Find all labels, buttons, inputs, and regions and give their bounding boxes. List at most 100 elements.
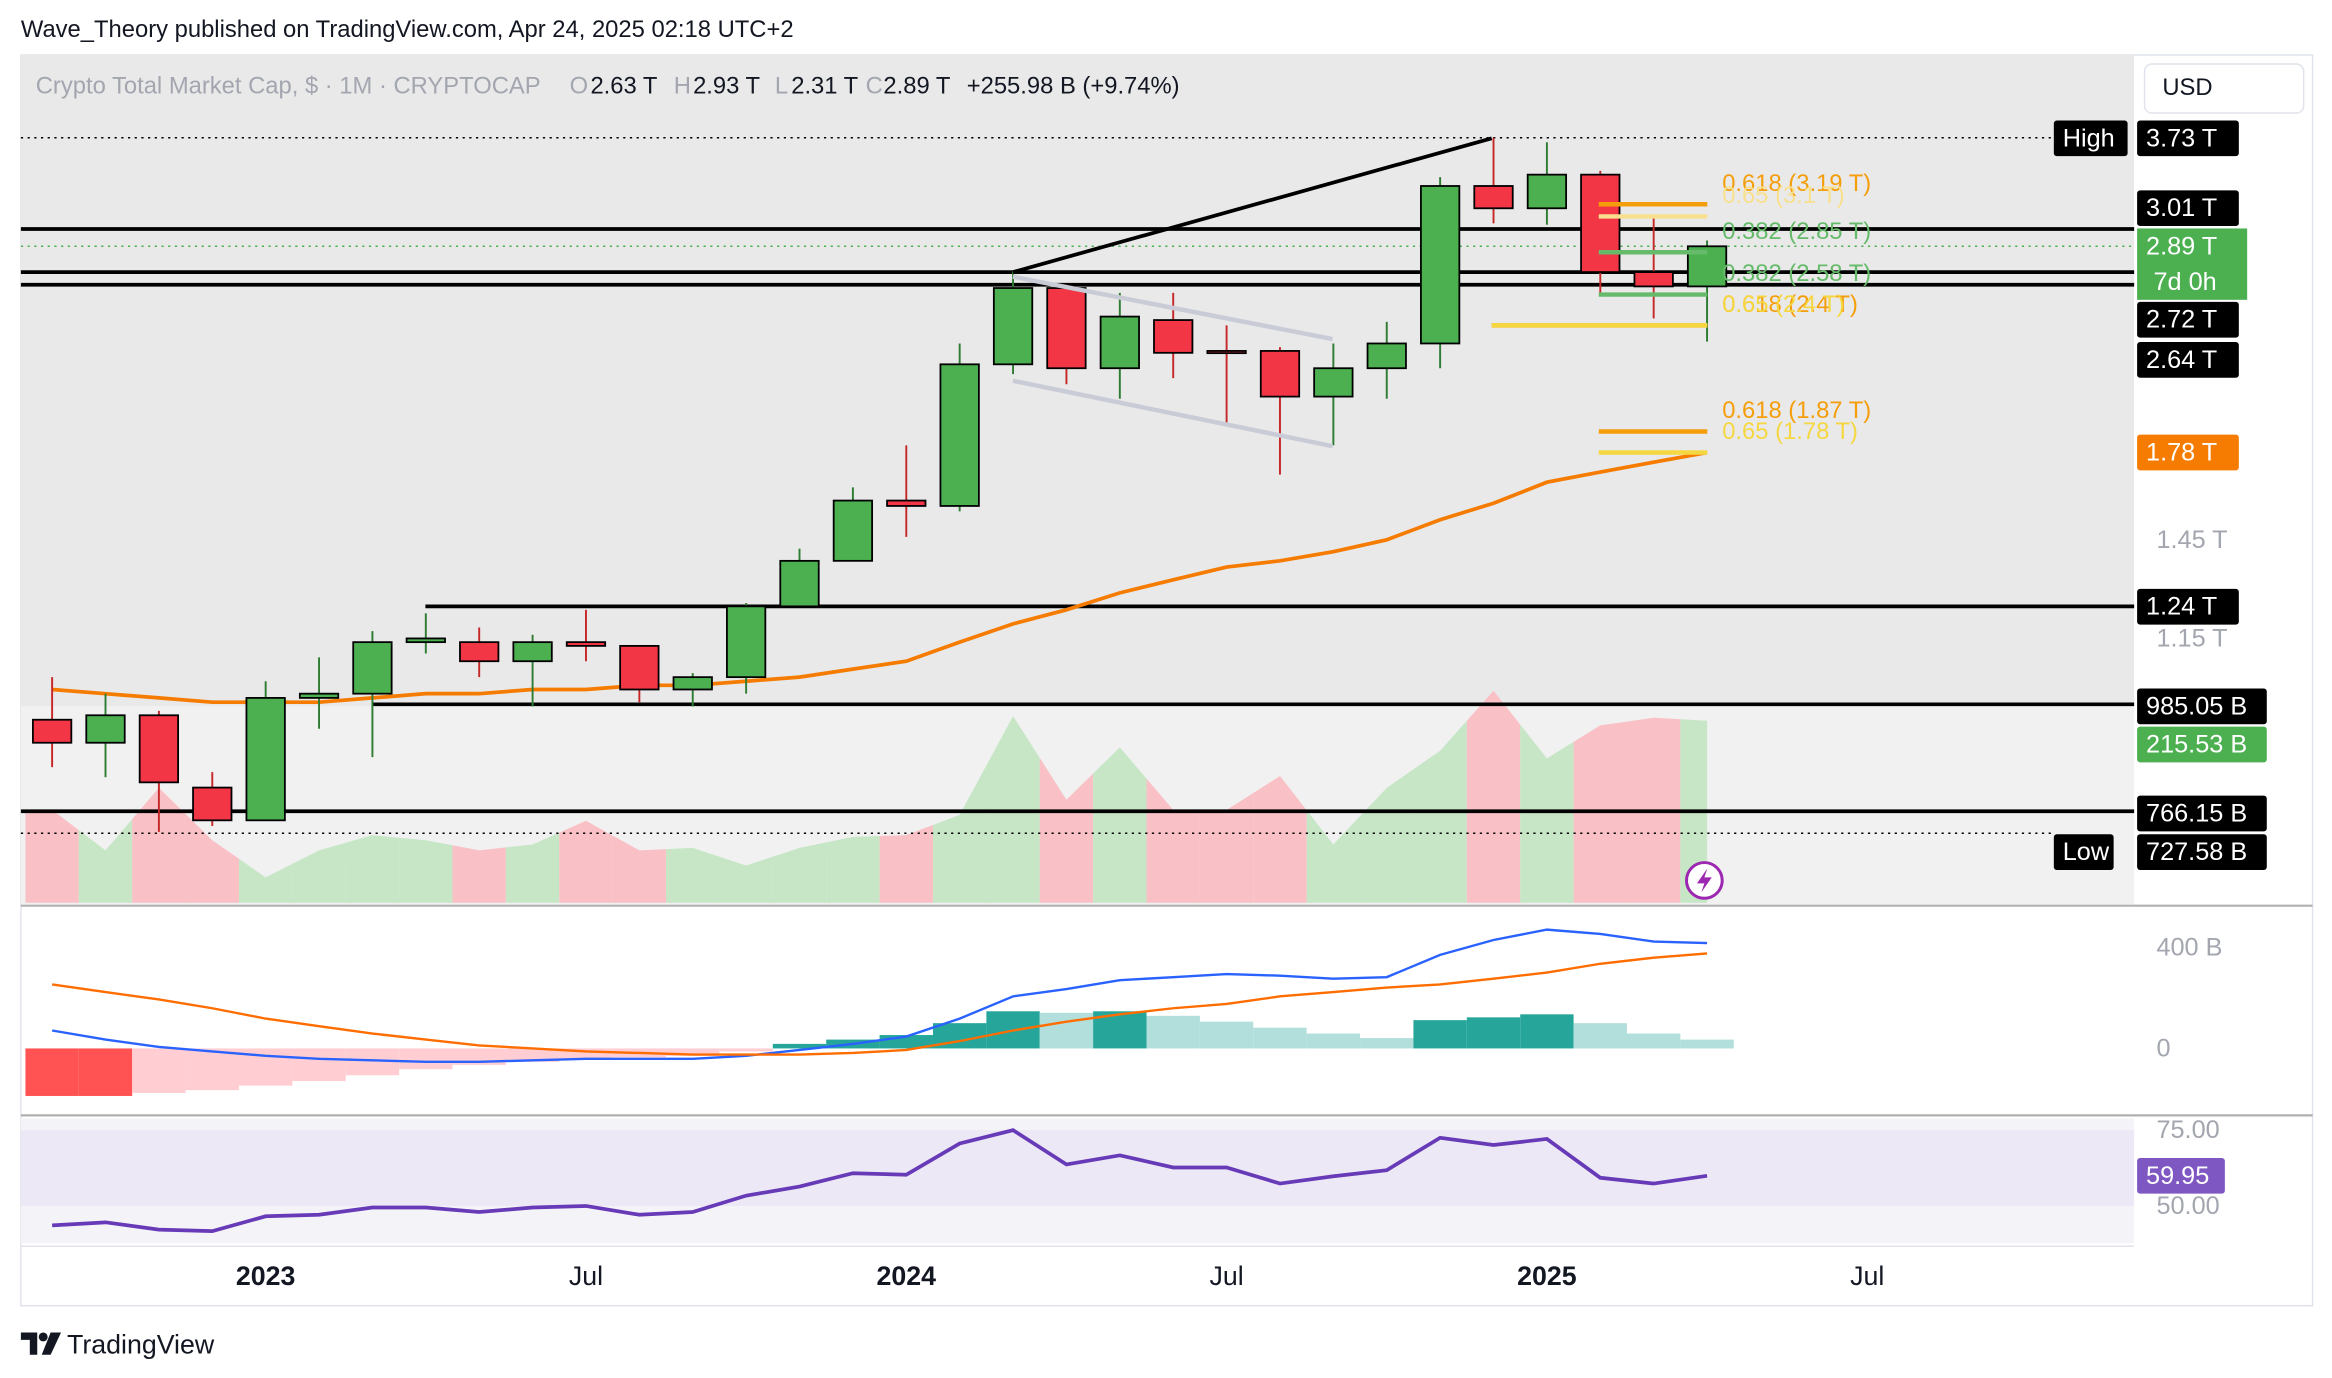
volume-area	[132, 787, 186, 903]
macd-histogram-bar	[1146, 1015, 1200, 1049]
level-name-tag: Low	[2063, 838, 2110, 866]
level-tag: 766.15 B	[2146, 799, 2247, 827]
alert-icon[interactable]	[1685, 861, 1724, 900]
candle-body	[726, 605, 767, 679]
ema-line	[51, 450, 1708, 705]
volume-area	[932, 765, 987, 903]
candle-body	[352, 641, 393, 695]
level-tag-bg	[2137, 795, 2267, 832]
level-tag-bg	[2137, 834, 2267, 870]
candle-body	[459, 641, 500, 663]
fib-label: 0.618 (2.4 T)	[1722, 291, 1858, 318]
volume-area	[772, 842, 827, 903]
volume-area	[185, 814, 239, 903]
macd-histogram-bar	[1306, 1033, 1361, 1049]
candle-body	[1206, 350, 1247, 355]
level-tag-bg	[2137, 190, 2239, 227]
candle-body	[1046, 287, 1087, 370]
macd-histogram-bar	[666, 1048, 720, 1056]
x-tick-label: Jul	[1850, 1261, 1884, 1291]
candle-body	[832, 499, 874, 562]
rsi-band	[20, 1130, 2135, 1206]
fib-label: 0.382 (2.58 T)	[1722, 260, 1871, 287]
level-tag-bg	[2137, 301, 2239, 338]
ohlc-letter: L	[775, 73, 788, 100]
rsi-tag-bg	[2137, 1157, 2225, 1194]
ohlc-value: 2.63 T	[590, 73, 657, 100]
level-tag-bg	[2137, 120, 2239, 157]
macd-histogram-bar	[1466, 1017, 1521, 1049]
macd-histogram-bar	[292, 1048, 346, 1082]
macd-line	[51, 928, 1708, 1064]
volume-area	[399, 837, 453, 903]
level-tag: 2.72 T	[2146, 306, 2217, 334]
volume-area	[292, 842, 346, 903]
candle-body	[192, 786, 233, 822]
volume-area	[1039, 757, 1094, 903]
currency-label[interactable]: USD	[2162, 74, 2212, 101]
y-tick-label: 0	[2156, 1034, 2170, 1062]
candle-body	[779, 559, 820, 608]
macd-histogram-bar	[1626, 1033, 1681, 1049]
volume-tag-bg	[2137, 726, 2267, 763]
candle-body	[619, 645, 660, 691]
back-layer: 1.45 T 1.15 T 0 400 B 75.00 50.00	[20, 136, 2228, 1220]
currency-button[interactable]: USD	[2143, 63, 2305, 114]
candle-body	[85, 714, 126, 744]
level-tag-bg	[2137, 688, 2267, 725]
candle-body	[1633, 271, 1674, 288]
volume-area	[719, 856, 773, 903]
symbol-title: Crypto Total Market Cap, $ · 1M · CRYPTO…	[36, 73, 541, 100]
y-tick-label: 50.00	[2156, 1192, 2219, 1220]
footer-brand: TradingView	[67, 1329, 215, 1359]
candle-body	[298, 692, 340, 699]
fib-label: 0.618 (3.19 T)	[1722, 170, 1871, 197]
candle-body	[138, 714, 180, 784]
y-tick-label: 75.00	[2156, 1116, 2219, 1144]
front-layer: O 2.63 T H 2.93 T L 2.31 T C 2.89 T +255.98 B (+…	[236, 73, 2267, 1291]
volume-area	[666, 847, 720, 903]
volume-area	[1360, 769, 1414, 903]
level-name-tag-bg	[2053, 834, 2114, 870]
fib-label: 0.618 (1.87 T)	[1722, 397, 1871, 424]
channel-line	[1012, 274, 1333, 342]
volume-tag: 215.53 B	[2146, 731, 2247, 759]
volume-area	[1520, 724, 1574, 903]
macd-histogram-bar	[185, 1048, 239, 1091]
level-name-tag: High	[2063, 124, 2115, 152]
candle-body	[32, 718, 73, 744]
ohlc-letter: O	[570, 73, 589, 100]
candle-body	[886, 499, 927, 507]
ohlc-value: 2.31 T	[791, 73, 858, 100]
price-pane-bg	[20, 55, 2135, 707]
candle-body	[1473, 185, 1514, 210]
publish-header: Wave_Theory published on TradingView.com…	[21, 16, 794, 43]
ohlc-letter: C	[866, 73, 883, 100]
x-tick-label: 2024	[877, 1261, 937, 1291]
x-tick-label: Jul	[1209, 1261, 1243, 1291]
y-tick-label: 1.15 T	[2156, 624, 2227, 652]
volume-area	[1199, 792, 1254, 903]
trend-line	[1012, 136, 1493, 274]
candle-body	[939, 363, 980, 507]
channel-line	[1012, 378, 1334, 449]
volume-area	[1466, 690, 1521, 903]
level-tag: 2.64 T	[2146, 346, 2217, 374]
level-name-tag-bg	[2053, 120, 2128, 157]
candle-body	[405, 637, 446, 644]
close-tag-bg	[2137, 228, 2248, 300]
logo	[20, 1332, 62, 1355]
ema-tag-bg	[2137, 434, 2239, 471]
candle-body	[565, 641, 607, 647]
candle-body	[1099, 315, 1140, 370]
fib-label: 0.65 (3.1 T)	[1722, 182, 1845, 209]
macd-histogram-bar	[1520, 1014, 1574, 1049]
candle-body	[1366, 342, 1407, 370]
macd-histogram-bar	[772, 1043, 827, 1049]
rsi-line	[52, 1128, 1708, 1234]
volume-area	[559, 820, 613, 903]
rsi-tag: 59.95	[2146, 1162, 2209, 1190]
macd-histogram-bar	[78, 1048, 133, 1096]
candle-body	[1153, 319, 1194, 354]
x-tick-label: Jul	[569, 1261, 603, 1291]
